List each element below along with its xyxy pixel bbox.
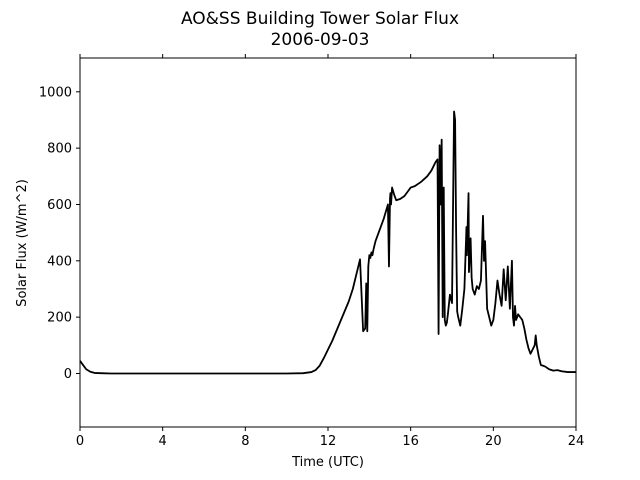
- x-tick-label: 16: [402, 434, 419, 449]
- x-tick-label: 12: [320, 434, 337, 449]
- x-tick-label: 8: [241, 434, 249, 449]
- x-tick-label: 20: [485, 434, 502, 449]
- y-axis-label: Solar Flux (W/m^2): [15, 179, 30, 307]
- chart-title: AO&SS Building Tower Solar Flux: [181, 9, 459, 29]
- chart-subtitle: 2006-09-03: [271, 30, 370, 50]
- plot-frame: [79, 57, 577, 428]
- y-tick-label: 200: [47, 311, 72, 326]
- y-axis-ticks: 0 200 400 600 800 1000: [39, 85, 80, 382]
- y-tick-label: 400: [47, 254, 72, 269]
- x-tick-label: 0: [76, 434, 84, 449]
- y-tick-label: 600: [47, 198, 72, 213]
- x-tick-label: 24: [568, 434, 585, 449]
- y-tick-label: 800: [47, 142, 72, 157]
- x-axis-label: Time (UTC): [291, 455, 364, 470]
- x-axis-ticks: 0 4 8 12 16 20 24: [76, 54, 584, 449]
- x-tick-label: 4: [159, 434, 167, 449]
- y-tick-label: 1000: [39, 85, 72, 100]
- y-tick-label: 0: [64, 367, 72, 382]
- solar-flux-line: [79, 110, 576, 375]
